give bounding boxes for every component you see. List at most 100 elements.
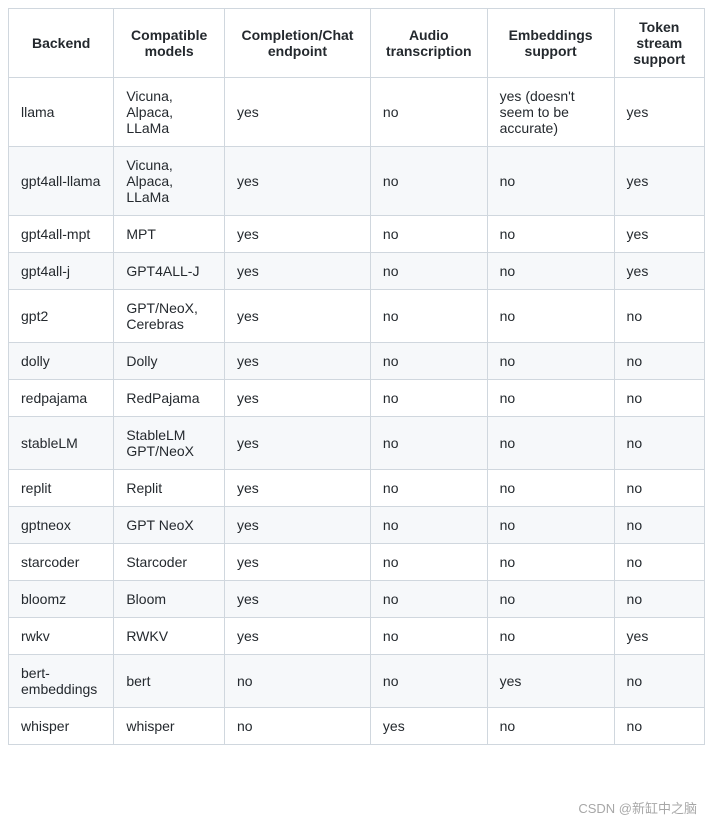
table-cell: yes (doesn't seem to be accurate) — [487, 78, 614, 147]
table-cell: gpt2 — [9, 290, 114, 343]
table-cell: gpt4all-llama — [9, 147, 114, 216]
table-row: redpajamaRedPajamayesnonono — [9, 380, 705, 417]
table-cell: RWKV — [114, 618, 225, 655]
table-row: bloomzBloomyesnonono — [9, 581, 705, 618]
table-cell: no — [614, 544, 704, 581]
table-cell: rwkv — [9, 618, 114, 655]
table-cell: no — [370, 147, 487, 216]
table-row: bert-embeddingsbertnonoyesno — [9, 655, 705, 708]
table-cell: yes — [370, 708, 487, 745]
table-cell: replit — [9, 470, 114, 507]
table-cell: no — [225, 655, 371, 708]
table-cell: no — [614, 290, 704, 343]
table-cell: Vicuna, Alpaca, LLaMa — [114, 147, 225, 216]
table-cell: no — [370, 253, 487, 290]
table-cell: GPT/NeoX, Cerebras — [114, 290, 225, 343]
table-cell: yes — [614, 147, 704, 216]
table-row: gpt2GPT/NeoX, Cerebrasyesnonono — [9, 290, 705, 343]
table-cell: yes — [225, 618, 371, 655]
table-body: llamaVicuna, Alpaca, LLaMayesnoyes (does… — [9, 78, 705, 745]
table-cell: no — [487, 417, 614, 470]
table-cell: no — [225, 708, 371, 745]
table-row: starcoderStarcoderyesnonono — [9, 544, 705, 581]
table-cell: gpt4all-mpt — [9, 216, 114, 253]
table-cell: RedPajama — [114, 380, 225, 417]
table-cell: no — [487, 507, 614, 544]
table-cell: no — [370, 343, 487, 380]
table-row: stableLMStableLM GPT/NeoXyesnonono — [9, 417, 705, 470]
table-cell: no — [614, 708, 704, 745]
table-cell: no — [370, 655, 487, 708]
table-cell: yes — [225, 253, 371, 290]
table-cell: yes — [225, 78, 371, 147]
table-row: dollyDollyyesnonono — [9, 343, 705, 380]
table-cell: whisper — [9, 708, 114, 745]
table-cell: no — [370, 507, 487, 544]
table-cell: yes — [225, 380, 371, 417]
table-cell: yes — [614, 78, 704, 147]
col-backend: Backend — [9, 9, 114, 78]
table-cell: Bloom — [114, 581, 225, 618]
table-cell: Vicuna, Alpaca, LLaMa — [114, 78, 225, 147]
table-cell: no — [487, 470, 614, 507]
table-row: gptneoxGPT NeoXyesnonono — [9, 507, 705, 544]
backend-compat-table: Backend Compatible models Completion/Cha… — [8, 8, 705, 745]
table-cell: no — [370, 216, 487, 253]
table-cell: bert-embeddings — [9, 655, 114, 708]
table-cell: no — [487, 708, 614, 745]
table-cell: Starcoder — [114, 544, 225, 581]
table-cell: bert — [114, 655, 225, 708]
table-cell: dolly — [9, 343, 114, 380]
table-cell: no — [487, 253, 614, 290]
table-cell: GPT NeoX — [114, 507, 225, 544]
table-cell: no — [614, 507, 704, 544]
table-cell: no — [370, 544, 487, 581]
table-cell: yes — [225, 507, 371, 544]
table-cell: GPT4ALL-J — [114, 253, 225, 290]
table-cell: no — [614, 470, 704, 507]
table-row: llamaVicuna, Alpaca, LLaMayesnoyes (does… — [9, 78, 705, 147]
table-row: gpt4all-mptMPTyesnonoyes — [9, 216, 705, 253]
table-cell: no — [614, 655, 704, 708]
table-cell: no — [370, 290, 487, 343]
table-row: replitReplityesnonono — [9, 470, 705, 507]
table-cell: no — [487, 581, 614, 618]
table-cell: no — [487, 544, 614, 581]
table-cell: llama — [9, 78, 114, 147]
table-cell: no — [370, 618, 487, 655]
table-cell: no — [487, 216, 614, 253]
table-cell: gptneox — [9, 507, 114, 544]
col-compatible-models: Compatible models — [114, 9, 225, 78]
table-cell: Dolly — [114, 343, 225, 380]
table-cell: gpt4all-j — [9, 253, 114, 290]
table-cell: bloomz — [9, 581, 114, 618]
table-cell: yes — [225, 216, 371, 253]
table-cell: yes — [614, 618, 704, 655]
table-cell: no — [487, 380, 614, 417]
col-token-stream: Token stream support — [614, 9, 704, 78]
table-header-row: Backend Compatible models Completion/Cha… — [9, 9, 705, 78]
table-cell: yes — [225, 290, 371, 343]
table-row: rwkvRWKVyesnonoyes — [9, 618, 705, 655]
table-cell: yes — [614, 216, 704, 253]
table-cell: no — [614, 380, 704, 417]
table-cell: yes — [225, 544, 371, 581]
col-embeddings-support: Embeddings support — [487, 9, 614, 78]
table-cell: yes — [225, 147, 371, 216]
table-cell: yes — [225, 470, 371, 507]
table-cell: no — [487, 618, 614, 655]
col-completion-chat: Completion/Chat endpoint — [225, 9, 371, 78]
table-cell: no — [370, 78, 487, 147]
table-cell: Replit — [114, 470, 225, 507]
table-cell: MPT — [114, 216, 225, 253]
table-row: gpt4all-llamaVicuna, Alpaca, LLaMayesnon… — [9, 147, 705, 216]
table-cell: yes — [225, 417, 371, 470]
table-cell: no — [487, 290, 614, 343]
table-cell: no — [370, 581, 487, 618]
table-cell: stableLM — [9, 417, 114, 470]
table-row: whisperwhispernoyesnono — [9, 708, 705, 745]
table-cell: redpajama — [9, 380, 114, 417]
table-cell: starcoder — [9, 544, 114, 581]
table-cell: no — [614, 417, 704, 470]
table-cell: no — [487, 147, 614, 216]
